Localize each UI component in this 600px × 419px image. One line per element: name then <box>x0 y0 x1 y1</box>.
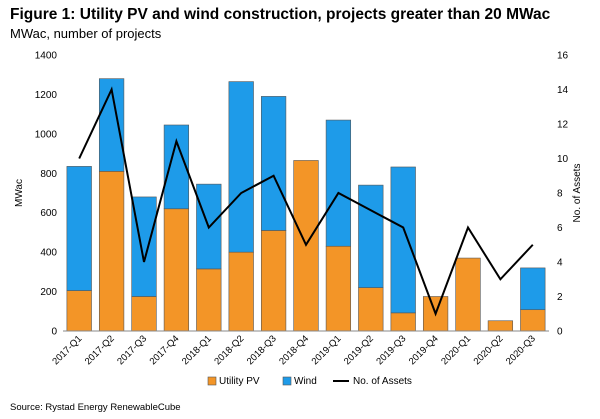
y2-tick-label: 2 <box>557 292 563 303</box>
chart-title: Figure 1: Utility PV and wind constructi… <box>10 6 551 23</box>
chart-subtitle: MWac, number of projects <box>10 26 162 41</box>
legend-label: Wind <box>294 376 317 387</box>
bar-wind-2019-q1 <box>325 119 352 247</box>
x-tick-label: 2018-Q2 <box>212 333 246 367</box>
bar-wind-2019-q2 <box>358 184 384 288</box>
y-tick-label: 0 <box>51 327 57 338</box>
bar-wind-2019-q3 <box>390 166 416 314</box>
x-tick-label: 2020-Q1 <box>439 333 473 367</box>
bar-utility-pv-2018-q4 <box>293 160 319 332</box>
y-axis-label: MWac <box>14 179 25 207</box>
assets-line-layer <box>78 86 534 317</box>
x-tick-label: 2017-Q3 <box>115 333 149 367</box>
x-tick-label: 2018-Q4 <box>277 333 311 367</box>
bar-wind-2017-q1 <box>66 166 92 291</box>
y2-tick-label: 6 <box>557 223 563 234</box>
y-tick-label: 1000 <box>35 129 58 140</box>
y-tick-label: 200 <box>40 287 57 298</box>
y-tick-label: 400 <box>40 248 57 259</box>
x-tick-label: 2019-Q3 <box>374 333 408 367</box>
x-tick-label: 2019-Q4 <box>407 333 441 367</box>
legend-item-no-of-assets: No. of Assets <box>333 376 412 387</box>
bar-utility-pv-2020-q1 <box>455 257 481 332</box>
bar-utility-pv-2017-q4 <box>163 208 190 332</box>
bar-utility-pv-2017-q3 <box>131 296 157 332</box>
y2-tick-label: 8 <box>557 189 563 200</box>
legend-swatch <box>282 376 292 386</box>
y2-tick-label: 14 <box>557 85 569 96</box>
source-note: Source: Rystad Energy RenewableCube <box>10 402 181 413</box>
y2-tick-label: 0 <box>557 327 563 338</box>
x-tick-label: 2018-Q1 <box>180 333 214 367</box>
legend-swatch <box>207 376 217 386</box>
x-tick-label: 2019-Q1 <box>310 333 344 367</box>
x-tick-label: 2017-Q1 <box>50 333 84 367</box>
bar-utility-pv-2018-q2 <box>228 251 254 332</box>
y-tick-label: 1400 <box>35 51 58 62</box>
bar-utility-pv-2019-q1 <box>325 245 352 332</box>
x-tick-label: 2019-Q2 <box>342 333 376 367</box>
legend: Utility PV Wind No. of Assets <box>207 376 412 387</box>
y-tick-label: 600 <box>40 208 57 219</box>
y2-tick-label: 4 <box>557 258 563 269</box>
legend-item-wind: Wind <box>282 376 317 387</box>
y2-tick-label: 10 <box>557 154 569 165</box>
bar-utility-pv-2020-q3 <box>520 309 546 332</box>
x-tick-label: 2020-Q2 <box>472 333 506 367</box>
y-tick-label: 800 <box>40 169 57 180</box>
x-tick-label: 2020-Q3 <box>504 333 538 367</box>
legend-label: No. of Assets <box>353 376 412 387</box>
bar-utility-pv-2018-q3 <box>260 230 287 332</box>
bar-utility-pv-2017-q1 <box>66 290 92 332</box>
bar-utility-pv-2020-q2 <box>487 320 514 332</box>
y2-tick-label: 16 <box>557 51 569 62</box>
bar-utility-pv-2019-q2 <box>358 287 384 332</box>
legend-label: Utility PV <box>219 376 260 387</box>
bar-wind-2018-q3 <box>260 96 287 231</box>
x-tick-label: 2018-Q3 <box>245 333 279 367</box>
x-tick-label: 2017-Q2 <box>83 333 117 367</box>
legend-item-utility-pv: Utility PV <box>207 376 260 387</box>
y2-axis-label: No. of Assets <box>572 164 583 223</box>
bar-wind-2018-q2 <box>228 81 254 253</box>
y-tick-label: 1200 <box>35 90 58 101</box>
bar-utility-pv-2017-q2 <box>98 171 125 332</box>
bars-layer <box>66 78 546 332</box>
bar-utility-pv-2018-q1 <box>196 268 222 332</box>
y2-tick-label: 12 <box>557 120 569 131</box>
bar-utility-pv-2019-q3 <box>390 312 416 332</box>
bar-wind-2020-q3 <box>520 267 546 311</box>
line-no-of-assets <box>78 86 534 317</box>
x-tick-label: 2017-Q4 <box>148 333 182 367</box>
